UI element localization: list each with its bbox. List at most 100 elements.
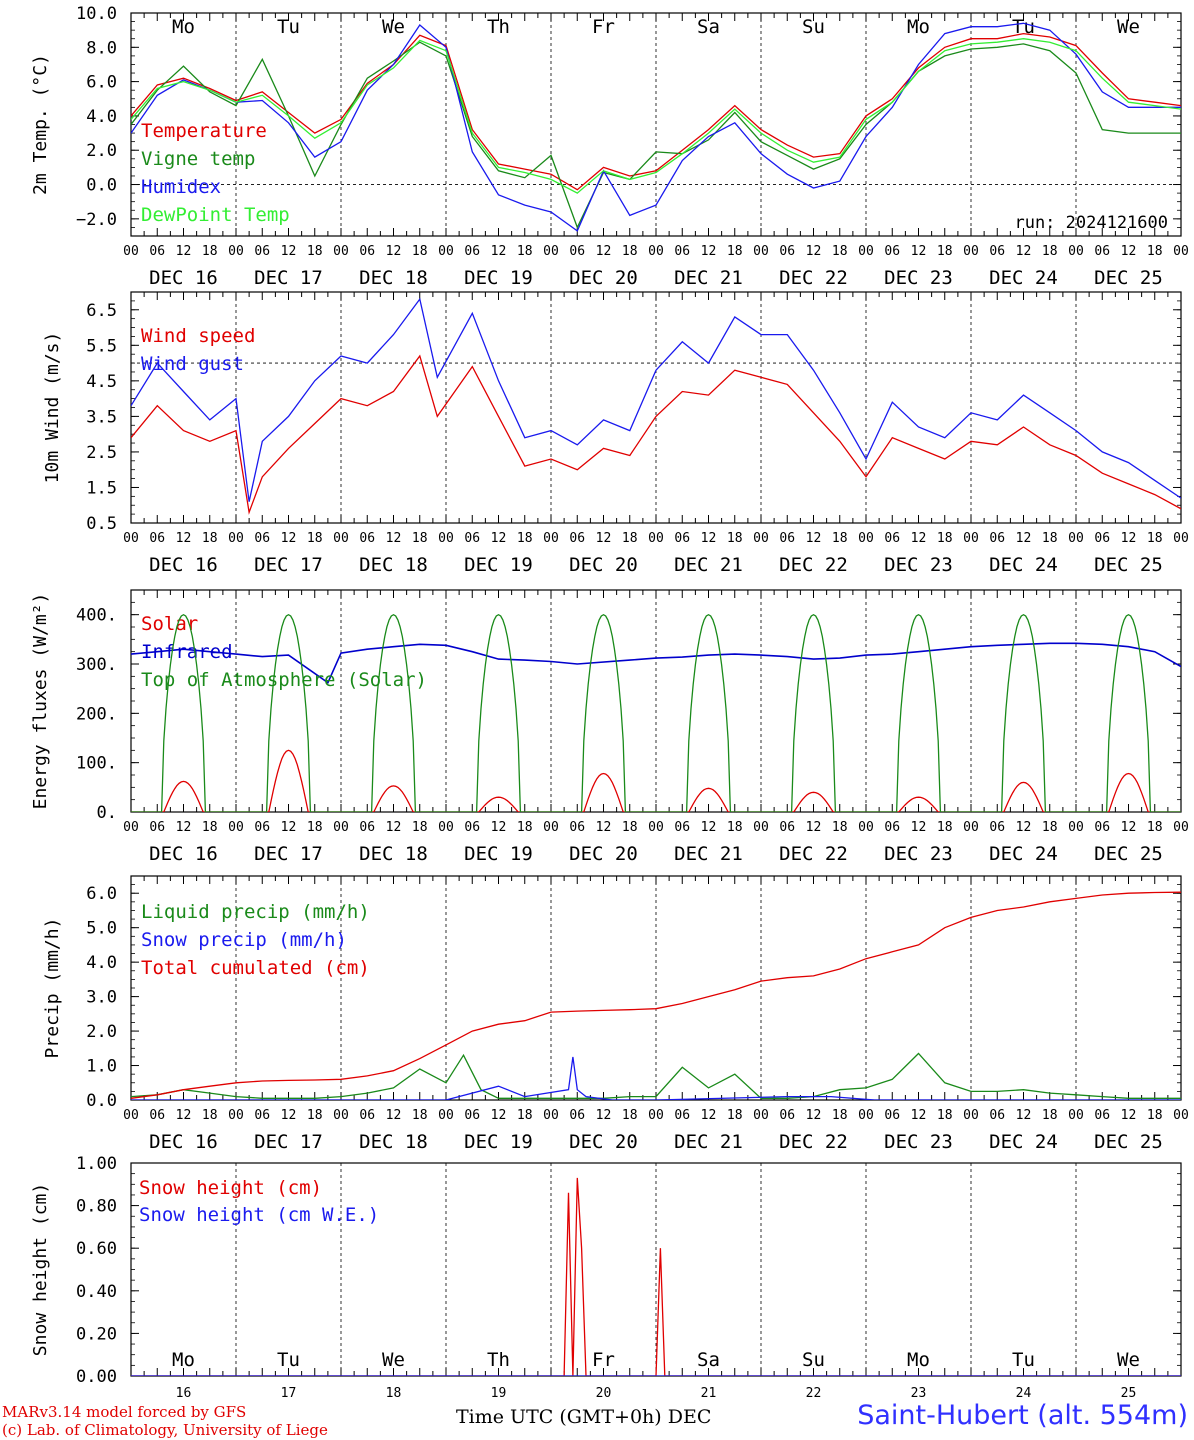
legend-entry: Infrared [141,641,233,663]
hour-tick-label: 00 [858,531,874,546]
hour-tick-label: 12 [596,244,612,259]
hour-tick-label: 12 [1121,820,1137,835]
hour-tick-label: 00 [858,1108,874,1123]
hour-tick-label: 18 [832,820,848,835]
hour-tick-label: 06 [884,820,900,835]
hour-tick-label: 00 [228,1108,244,1123]
hour-tick-label: 00 [1068,820,1084,835]
hour-tick-label: 18 [832,244,848,259]
hour-tick-label: 06 [464,1108,480,1123]
y-tick-label: 6.5 [86,301,117,321]
hour-tick-label: 12 [386,820,402,835]
hour-tick-label: 12 [386,244,402,259]
hour-tick-label: 06 [1094,531,1110,546]
hour-tick-label: 18 [1147,244,1163,259]
hour-tick-label: 18 [1042,820,1058,835]
day-number-label: 16 [176,1386,192,1401]
y-tick-label: 4.5 [86,372,117,392]
series-line-vigne-temp [131,41,1181,230]
date-label: DEC 17 [254,267,323,289]
hour-tick-label: 06 [779,820,795,835]
hour-tick-label: 00 [438,531,454,546]
hour-tick-label: 00 [333,820,349,835]
hour-tick-label: 00 [753,531,769,546]
hour-tick-label: 12 [1121,1108,1137,1123]
hour-tick-label: 06 [254,820,270,835]
y-tick-label: 0.20 [76,1324,117,1344]
date-label: DEC 17 [254,554,323,576]
date-label: DEC 21 [674,1131,743,1153]
hour-tick-label: 00 [1173,1108,1189,1123]
hour-tick-label: 12 [386,1108,402,1123]
date-label: DEC 24 [989,554,1058,576]
hour-tick-label: 00 [228,531,244,546]
hour-tick-label: 18 [412,1108,428,1123]
date-label: DEC 17 [254,1131,323,1153]
hour-tick-label: 12 [176,531,192,546]
hour-tick-label: 12 [596,1108,612,1123]
y-tick-label: 0.60 [76,1239,117,1259]
series-line-temperature [131,32,1181,191]
hour-tick-label: 06 [569,1108,585,1123]
hour-tick-label: 00 [123,820,139,835]
hour-tick-label: 06 [149,1108,165,1123]
day-number-label: 23 [911,1386,927,1401]
date-label: DEC 16 [149,843,218,865]
hour-tick-label: 00 [228,244,244,259]
date-label: DEC 25 [1094,843,1163,865]
hour-tick-label: 06 [464,244,480,259]
hour-tick-label: 18 [622,531,638,546]
weekday-label: Sa [697,1349,720,1371]
weekday-label: Tu [1012,16,1035,38]
date-label: DEC 25 [1094,554,1163,576]
y-tick-label: 100. [76,754,117,774]
date-label: DEC 16 [149,554,218,576]
hour-tick-label: 06 [464,531,480,546]
legend-entry: Wind gust [141,353,244,375]
date-label: DEC 23 [884,1131,953,1153]
hour-tick-label: 00 [333,531,349,546]
legend-entry: Liquid precip (mm/h) [141,901,370,923]
hour-tick-label: 00 [858,820,874,835]
hour-tick-label: 00 [543,820,559,835]
y-tick-label: 1.0 [86,1057,117,1077]
y-tick-label: 4.0 [86,953,117,973]
date-label: DEC 19 [464,843,533,865]
date-label: DEC 19 [464,1131,533,1153]
weekday-label: We [1117,16,1140,38]
hour-tick-label: 18 [622,1108,638,1123]
hour-tick-label: 18 [937,531,953,546]
day-number-label: 25 [1121,1386,1137,1401]
hour-tick-label: 18 [1042,531,1058,546]
weekday-label: Mo [907,16,930,38]
hour-tick-label: 12 [701,531,717,546]
series-line-wind-speed [131,354,1181,515]
hour-tick-label: 12 [911,820,927,835]
series-line-infrared [131,642,1181,684]
hour-tick-label: 06 [149,820,165,835]
hour-tick-label: 06 [779,1108,795,1123]
hour-tick-label: 12 [176,820,192,835]
y-tick-label: 0.00 [76,1367,117,1387]
hour-tick-label: 00 [753,820,769,835]
weekday-label: We [382,1349,405,1371]
date-label: DEC 22 [779,267,848,289]
hour-tick-label: 00 [1068,1108,1084,1123]
weekday-label: Mo [172,16,195,38]
hour-tick-label: 00 [648,244,664,259]
date-label: DEC 20 [569,1131,638,1153]
y-axis-label: Energy fluxes (W/m²) [30,593,51,810]
weekday-label: Tu [1012,1349,1035,1371]
hour-tick-label: 00 [648,531,664,546]
y-tick-label: 300. [76,655,117,675]
legend-entry: Snow height (cm) [139,1177,322,1199]
y-axis-label: Snow height (cm) [30,1183,51,1356]
hour-tick-label: 12 [701,820,717,835]
hour-tick-label: 12 [911,244,927,259]
hour-tick-label: 18 [622,244,638,259]
hour-tick-label: 12 [1016,1108,1032,1123]
y-tick-label: 5.0 [86,919,117,939]
hour-tick-label: 18 [202,244,218,259]
day-number-label: 20 [596,1386,612,1401]
hour-tick-label: 12 [281,820,297,835]
